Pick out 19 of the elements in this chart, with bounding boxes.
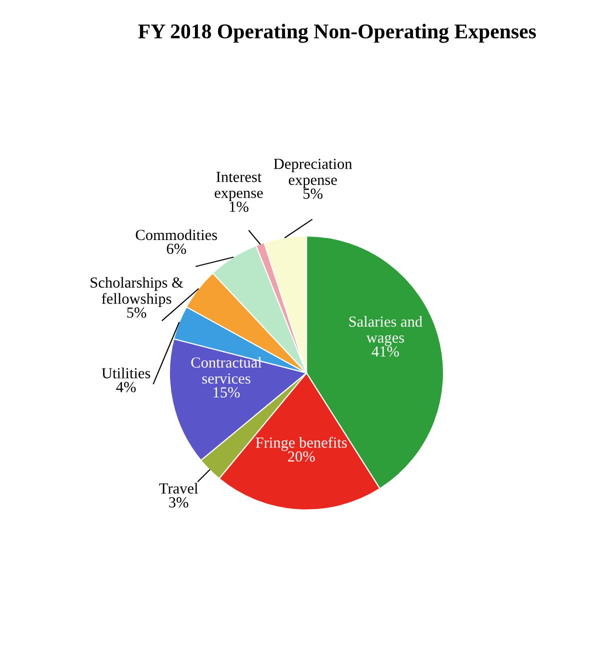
slice-label: Scholarships & fellowships [90, 276, 184, 307]
data-label: 6% [166, 244, 186, 254]
data-label: 41% [372, 346, 399, 357]
slice-label: Depreciation expense [274, 158, 352, 188]
slice-label: Utilities [102, 368, 150, 378]
data-label: 4% [116, 382, 136, 392]
slice-label: Fringe benefits [256, 436, 347, 451]
data-label: 1% [230, 202, 248, 212]
slice-label: Commodities [136, 229, 218, 240]
slice-label: Interest expense [214, 172, 263, 202]
data-label: 20% [288, 451, 315, 462]
data-label: 5% [127, 307, 146, 318]
slice-label: Contractual services [191, 356, 262, 384]
slice-label: Travel [159, 482, 198, 494]
data-label: 15% [214, 387, 240, 398]
chart-title: FY 2018 Operating Non-Operating Expenses [138, 24, 536, 43]
slice-label: Salaries and wages [349, 316, 422, 346]
data-label: 5% [304, 188, 322, 199]
data-label: 3% [169, 497, 188, 508]
